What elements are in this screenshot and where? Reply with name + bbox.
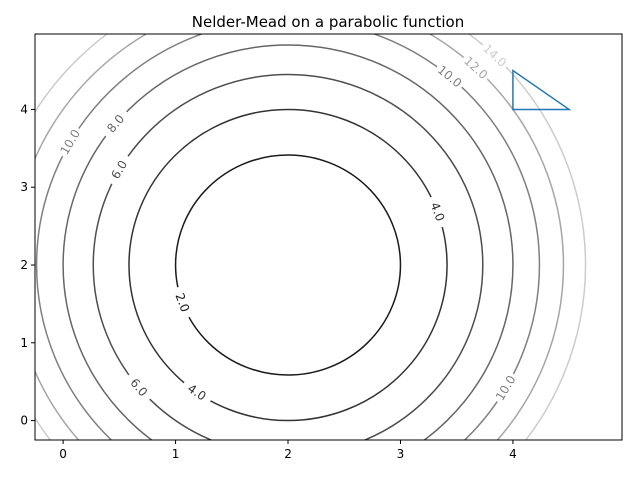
x-tick-label: 4 <box>509 447 517 461</box>
x-tick-label: 3 <box>397 447 405 461</box>
contour-line <box>35 34 541 440</box>
contour-line <box>128 108 448 422</box>
contour-lines <box>35 34 587 440</box>
contour-line <box>35 34 587 440</box>
contour-label-backdrop <box>424 194 451 230</box>
contour-label-backdrop <box>104 151 135 188</box>
contour-line <box>35 34 565 440</box>
chart-title: Nelder-Mead on a parabolic function <box>192 13 464 31</box>
contour-line <box>174 154 402 376</box>
contour-label-backdrop <box>458 51 494 85</box>
y-tick-label: 3 <box>20 180 28 194</box>
y-tick-label: 0 <box>20 414 28 428</box>
y-tick-label: 1 <box>20 336 28 350</box>
contour-labels: 2.04.04.06.06.08.010.010.010.012.014.0 <box>55 38 521 409</box>
contour-label-backdrop <box>477 38 512 73</box>
contour-label: 2.0 <box>172 291 192 314</box>
contour-label-backdrop <box>99 106 133 141</box>
x-tick-label: 1 <box>172 447 180 461</box>
x-tick-label: 0 <box>59 447 67 461</box>
contour-label-backdrop <box>169 284 196 321</box>
contour-label-backdrop <box>179 376 215 409</box>
y-axis: 0 1 2 3 4 <box>20 102 35 428</box>
contour-label-backdrop <box>432 60 468 93</box>
contour-label-backdrop <box>122 370 156 405</box>
simplex-triangle <box>512 69 572 111</box>
contour-line <box>62 44 514 440</box>
x-axis: 0 1 2 3 4 <box>59 440 517 461</box>
contour-label: 4.0 <box>428 200 448 223</box>
x-tick-label: 2 <box>284 447 292 461</box>
y-tick-label: 4 <box>20 102 28 116</box>
simplex-polygon <box>512 69 572 111</box>
y-tick-label: 2 <box>20 258 28 272</box>
contour-label-backdrop <box>55 124 86 160</box>
contour-label-backdrop <box>490 370 521 406</box>
contour-line <box>92 73 484 440</box>
plot-frame <box>34 33 623 441</box>
